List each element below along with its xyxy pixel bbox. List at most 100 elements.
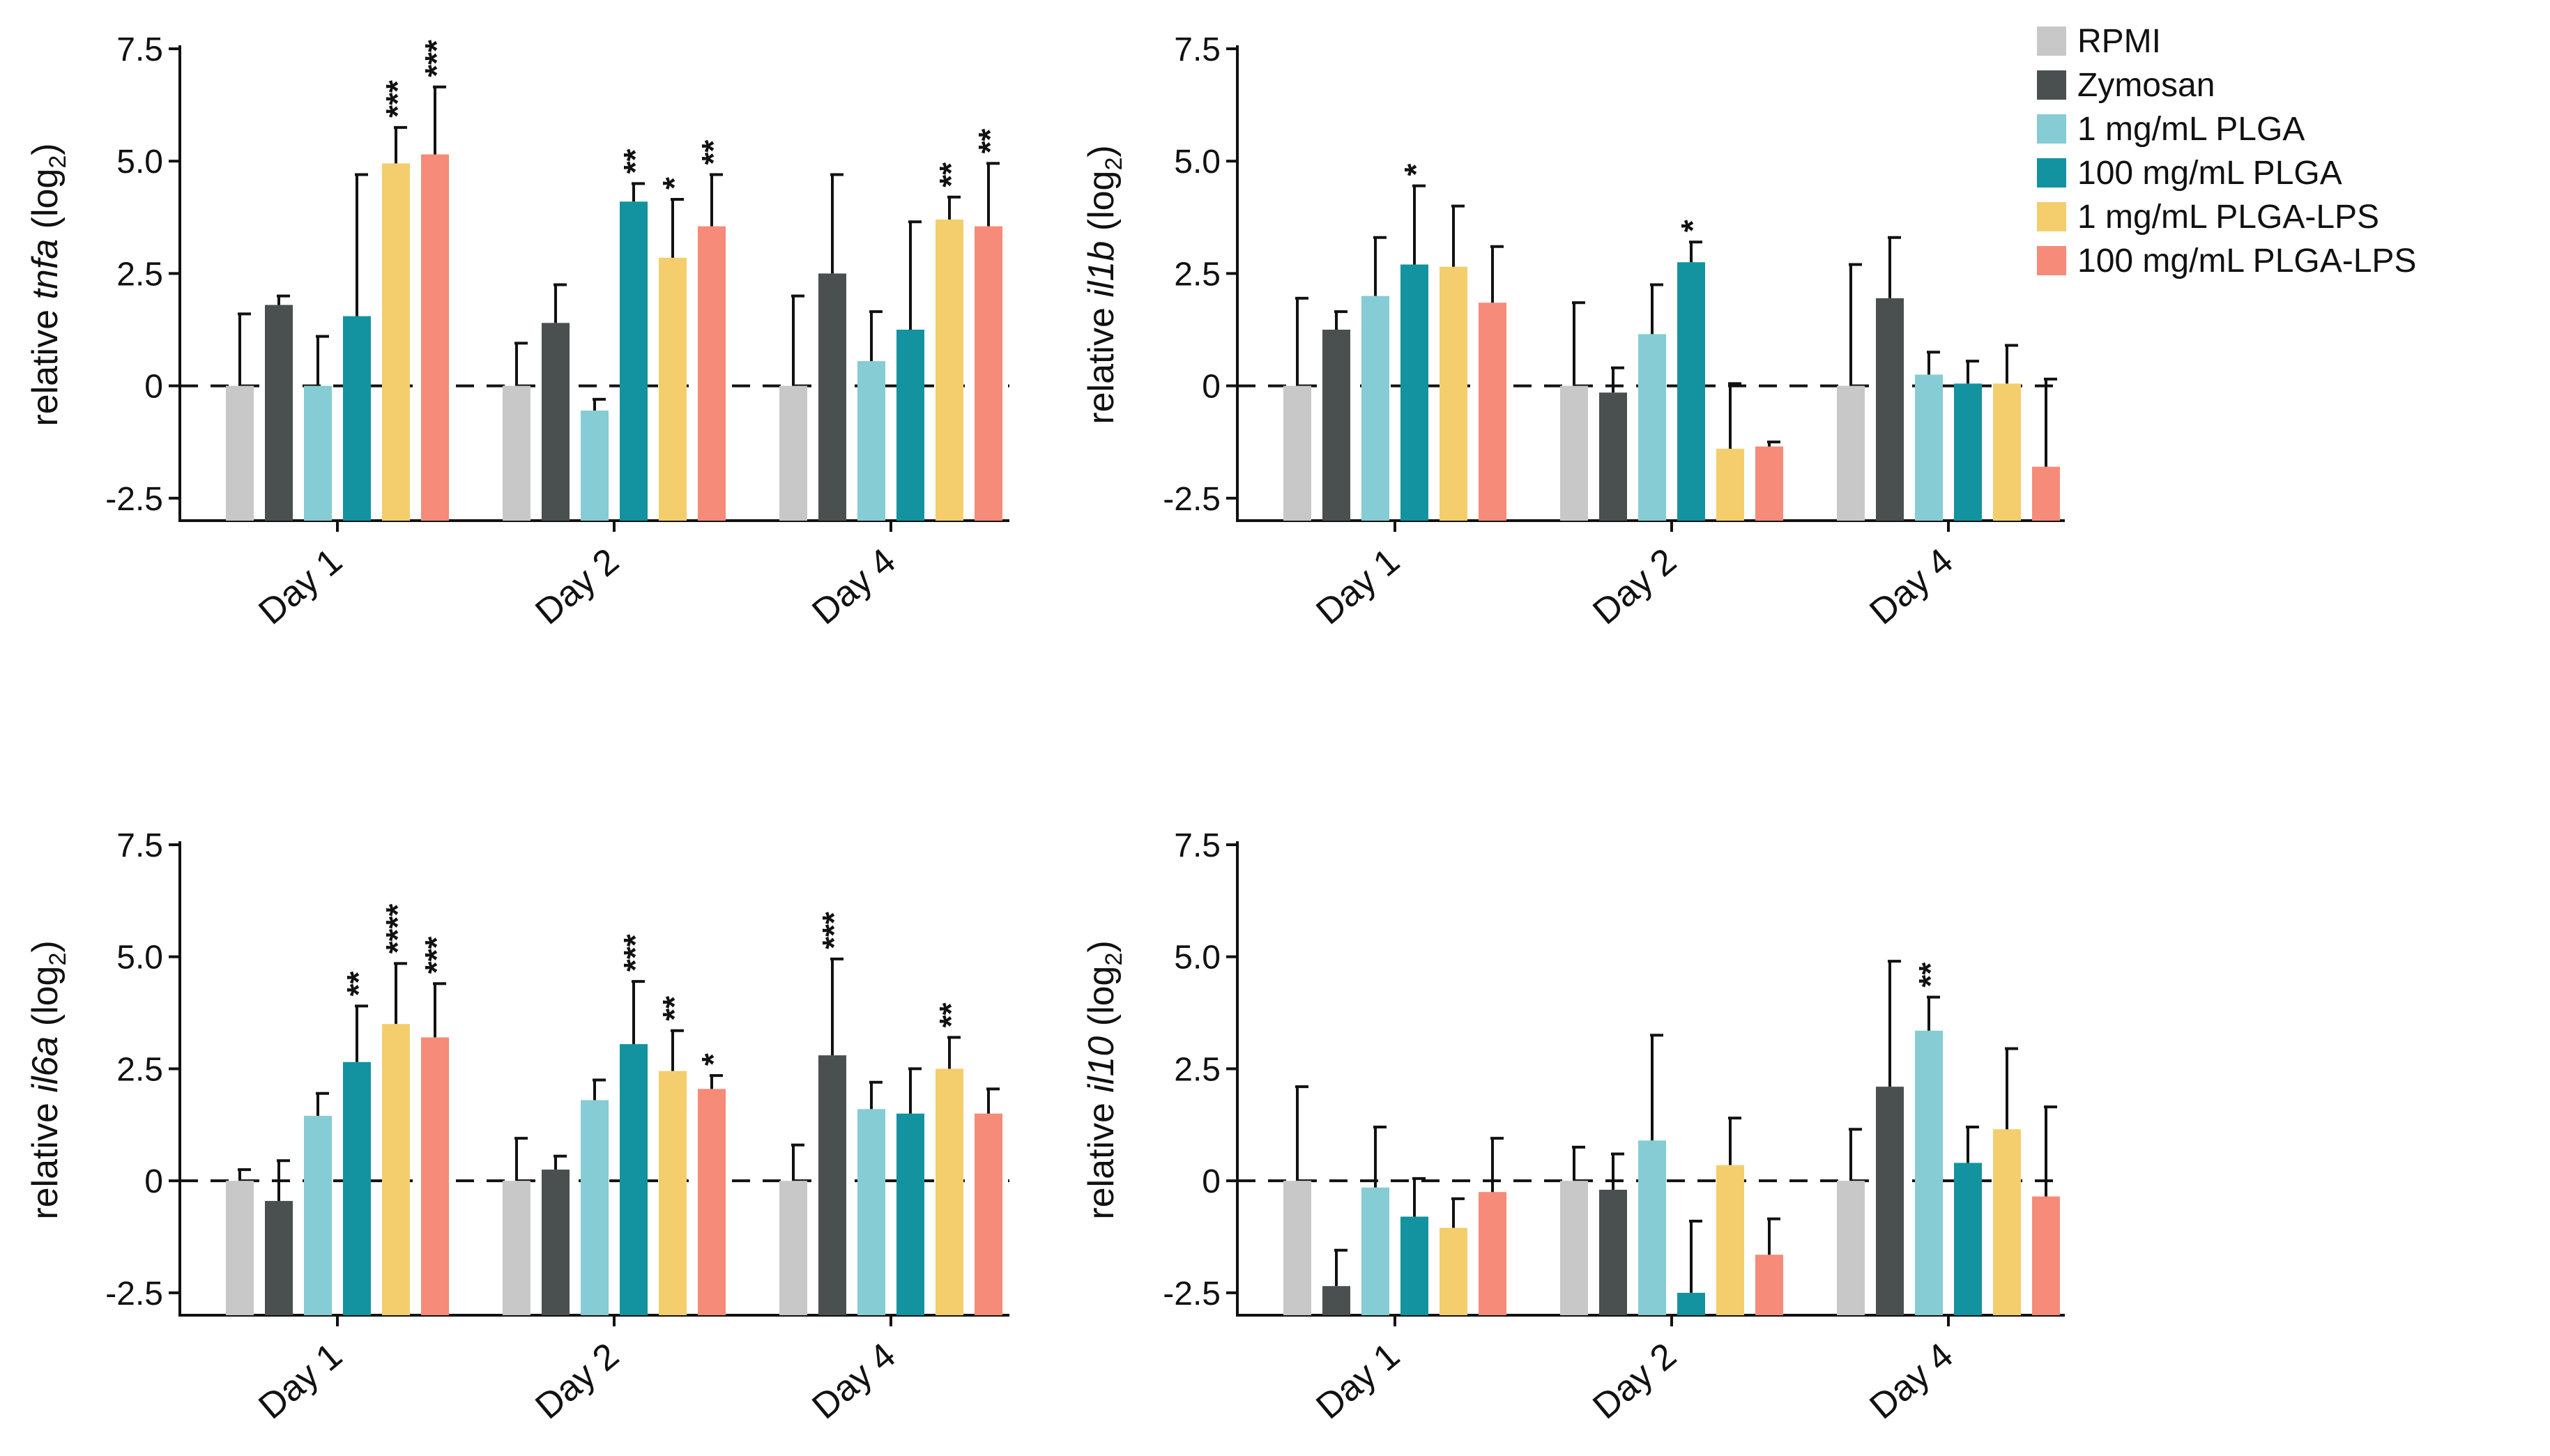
y-axis-label: relative tnfa (log2)	[25, 143, 71, 426]
bar-tnfa-day1-series-3	[343, 316, 371, 521]
bar-il6a-day2-series-3	[620, 1044, 648, 1315]
bar-tnfa-day2-series-3	[620, 201, 648, 521]
significance-stars: *	[656, 177, 692, 190]
y-tick-label: 5.0	[116, 940, 163, 976]
bar-tnfa-day1-series-5	[421, 154, 449, 521]
bar-il6a-day4-series-3	[896, 1113, 924, 1315]
significance-stars: *	[1674, 220, 1711, 232]
y-tick-label: 5.0	[116, 144, 163, 181]
bar-tnfa-day2-series-2	[581, 411, 609, 521]
x-tick-label: Day 4	[804, 541, 903, 633]
bar-il1b-day2-series-3	[1677, 262, 1705, 521]
bar-il1b-day2-series-4	[1716, 448, 1744, 521]
bar-il1b-day4-series-2	[1915, 374, 1943, 521]
bar-il6a-day1-series-4	[382, 1024, 410, 1315]
significance-stars: **	[340, 972, 376, 997]
y-tick-label: 2.5	[1174, 256, 1221, 293]
bar-tnfa-day1-series-4	[382, 163, 410, 521]
y-axis-label: relative il1b (log2)	[1081, 145, 1127, 424]
bar-tnfa-day4-series-5	[975, 226, 1002, 521]
bar-il1b-day1-series-3	[1400, 264, 1428, 521]
x-tick-label: Day 1	[1308, 1335, 1407, 1427]
y-tick-label: 2.5	[116, 1051, 163, 1088]
bar-il1b-day2-series-0	[1560, 385, 1588, 521]
bar-il10-day4-series-0	[1837, 1181, 1865, 1315]
bar-il10-day2-series-2	[1638, 1140, 1666, 1315]
bar-il6a-day1-series-2	[304, 1115, 332, 1315]
y-tick-label: -2.5	[1163, 481, 1221, 518]
y-tick-label: -2.5	[105, 1275, 163, 1312]
bar-il1b-day2-series-1	[1599, 392, 1627, 521]
x-tick-label: Day 1	[251, 1335, 349, 1427]
x-tick-label: Day 4	[1862, 1335, 1960, 1427]
bar-il10-day2-series-4	[1716, 1165, 1744, 1315]
legend-label: RPMI	[2077, 23, 2161, 60]
y-tick-label: 0	[1202, 1163, 1221, 1200]
chart-panel-il10: 7.5 5.0 2.5 0 -2.5 relative il10 (log2) Day 1 D…	[1081, 827, 2065, 1427]
bar-tnfa-day1-series-1	[265, 305, 293, 521]
bar-il10-day4-series-4	[1993, 1129, 2021, 1315]
x-tick-label: Day 2	[1585, 541, 1684, 633]
y-tick-label: 7.5	[116, 31, 163, 68]
bar-il1b-day4-series-3	[1954, 383, 1982, 521]
bar-tnfa-day4-series-3	[896, 329, 924, 521]
bar-tnfa-day4-series-2	[857, 361, 885, 521]
bar-il1b-day4-series-5	[2032, 466, 2060, 521]
bar-tnfa-day1-series-2	[304, 385, 332, 521]
bar-il10-day1-series-4	[1440, 1227, 1467, 1315]
legend: RPMI Zymosan 1 mg/mL PLGA 100 mg/mL PLGA 1 m…	[2037, 23, 2416, 279]
y-axis-label: relative il10 (log2)	[1081, 940, 1127, 1219]
y-tick-label: -2.5	[1163, 1275, 1221, 1312]
bar-il6a-day4-series-2	[857, 1109, 885, 1315]
chart-panel-il1b: 7.5 5.0 2.5 0 -2.5 relative il1b (log2) * Day 1…	[1081, 31, 2065, 633]
y-tick-label: 7.5	[116, 827, 163, 864]
y-tick-label: 5.0	[1174, 144, 1221, 181]
significance-stars: **	[1912, 963, 1948, 988]
x-tick-label: Day 4	[804, 1335, 903, 1427]
x-tick-label: Day 2	[528, 1335, 626, 1427]
y-axis-label: relative il6a (log2)	[25, 940, 71, 1219]
significance-stars: **	[617, 149, 653, 174]
bar-il1b-day2-series-2	[1638, 334, 1666, 521]
bar-il6a-day1-series-3	[343, 1062, 371, 1315]
bar-il6a-day4-series-4	[936, 1068, 963, 1315]
legend-label: 100 mg/mL PLGA	[2077, 155, 2342, 192]
bar-il1b-day1-series-0	[1283, 385, 1311, 521]
bar-il10-day1-series-5	[1479, 1192, 1506, 1315]
bar-il6a-day4-series-0	[779, 1181, 807, 1315]
bar-tnfa-day4-series-4	[936, 220, 963, 521]
x-tick-label: Day 2	[528, 541, 626, 633]
bar-il1b-day4-series-4	[1993, 383, 2021, 521]
bar-il6a-day4-series-1	[818, 1055, 846, 1315]
legend-label: Zymosan	[2077, 67, 2215, 104]
significance-stars: **	[933, 162, 969, 187]
x-tick-label: Day 4	[1862, 541, 1960, 633]
bar-il10-day1-series-1	[1322, 1286, 1350, 1315]
legend-swatch	[2037, 70, 2066, 100]
legend-swatch	[2037, 158, 2066, 187]
bar-il6a-day4-series-5	[975, 1113, 1002, 1315]
bar-il10-day2-series-3	[1677, 1292, 1705, 1315]
bar-tnfa-day2-series-1	[542, 323, 570, 521]
bar-il10-day1-series-3	[1400, 1216, 1428, 1315]
bar-il1b-day1-series-2	[1361, 296, 1389, 521]
bar-il6a-day1-series-0	[226, 1181, 254, 1315]
bar-tnfa-day1-series-0	[226, 385, 254, 521]
bar-il10-day2-series-1	[1599, 1190, 1627, 1315]
significance-stars: ****	[379, 904, 415, 954]
bar-il1b-day4-series-0	[1837, 385, 1865, 521]
legend-swatch	[2037, 202, 2066, 231]
bar-il10-day4-series-1	[1876, 1087, 1904, 1315]
bar-il6a-day2-series-5	[698, 1089, 726, 1315]
legend-label: 1 mg/mL PLGA-LPS	[2077, 199, 2379, 236]
bar-il6a-day1-series-1	[265, 1201, 293, 1315]
bar-il10-day2-series-5	[1755, 1255, 1783, 1315]
legend-label: 1 mg/mL PLGA	[2077, 111, 2305, 148]
significance-stars: ***	[418, 40, 455, 77]
bar-il1b-day2-series-5	[1755, 446, 1783, 521]
bar-tnfa-day2-series-0	[503, 385, 530, 521]
bar-il10-day1-series-0	[1283, 1181, 1311, 1315]
